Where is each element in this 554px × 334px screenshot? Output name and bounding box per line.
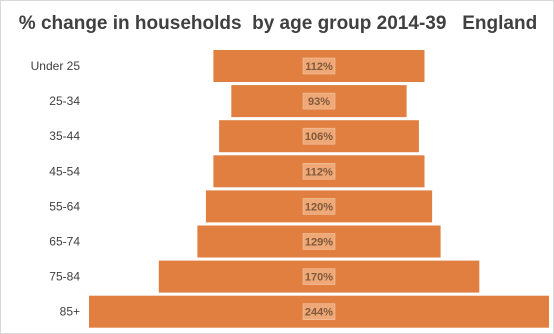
value-label: 170% xyxy=(305,272,333,284)
value-label-box xyxy=(302,57,336,75)
category-label: 65-74 xyxy=(49,235,80,249)
value-label-box xyxy=(302,163,336,180)
category-label: 45-54 xyxy=(49,164,80,178)
value-label-box xyxy=(302,92,336,110)
category-label: 55-64 xyxy=(49,199,80,213)
value-label: 112% xyxy=(305,61,333,73)
value-label-box xyxy=(302,198,336,215)
chart-title: % change in households by age group 2014… xyxy=(18,13,538,34)
value-label: 93% xyxy=(308,96,330,108)
category-label: 35-44 xyxy=(49,129,80,143)
category-label: 75-84 xyxy=(49,270,80,284)
category-label: 85+ xyxy=(60,305,80,319)
value-label: 112% xyxy=(305,166,333,178)
value-label: 120% xyxy=(305,201,333,213)
category-label: 25-34 xyxy=(49,94,80,108)
value-label: 129% xyxy=(305,237,333,249)
value-label-box xyxy=(302,268,336,285)
value-label-box xyxy=(302,127,336,145)
category-label: Under 25 xyxy=(31,59,81,73)
value-label-box xyxy=(302,303,336,321)
value-label: 244% xyxy=(305,307,333,319)
value-label-box xyxy=(302,233,336,250)
value-label: 106% xyxy=(305,131,333,143)
